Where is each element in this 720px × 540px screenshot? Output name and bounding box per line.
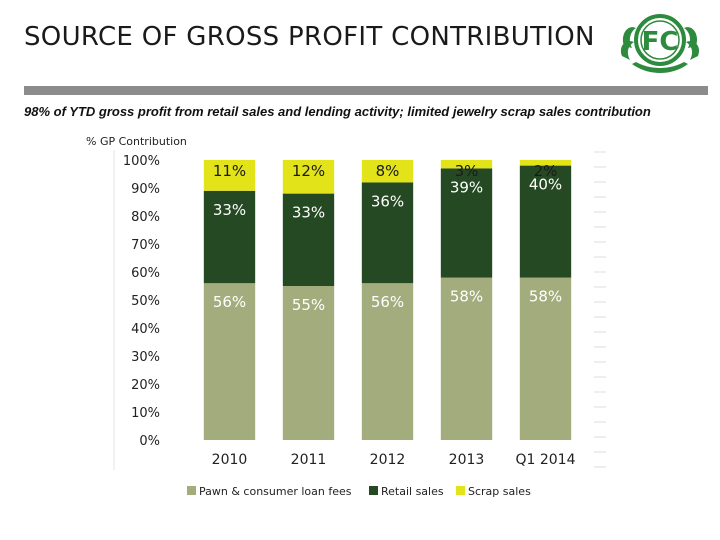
- legend-swatch: [369, 486, 378, 495]
- y-tick-label: 60%: [131, 266, 160, 281]
- x-tick-label: Q1 2014: [515, 452, 575, 468]
- bar-data-label: 56%: [371, 293, 404, 311]
- company-logo: FC: [620, 14, 700, 73]
- y-tick-label: 0%: [139, 434, 160, 449]
- bar-data-label: 33%: [213, 201, 246, 219]
- bar-data-label: 58%: [529, 288, 562, 306]
- bar-data-label: 33%: [292, 204, 325, 222]
- bar-segment: [282, 160, 335, 194]
- bar-data-label: 36%: [371, 192, 404, 210]
- x-tick-label: 2012: [370, 452, 406, 468]
- x-tick-label: 2010: [212, 452, 248, 468]
- bar-segment: [440, 277, 493, 440]
- x-tick-label: 2013: [449, 452, 485, 468]
- y-tick-label: 50%: [131, 294, 160, 309]
- bar-data-label: 3%: [455, 162, 479, 180]
- bar-segment: [361, 160, 414, 183]
- title-divider: [24, 86, 708, 95]
- bar-data-label: 58%: [450, 288, 483, 306]
- bar-segment: [519, 165, 572, 278]
- bar-segment: [361, 182, 414, 284]
- bar-data-label: 40%: [529, 176, 562, 194]
- legend-swatch: [456, 486, 465, 495]
- bar-segment: [519, 277, 572, 440]
- y-tick-label: 100%: [123, 154, 160, 169]
- bar-data-label: 8%: [376, 162, 400, 180]
- bar-data-label: 56%: [213, 293, 246, 311]
- slide-subtitle: 98% of YTD gross profit from retail sale…: [24, 104, 651, 119]
- logo-lettering: FC: [642, 27, 679, 57]
- bar-data-label: 12%: [292, 162, 325, 180]
- legend-swatch: [187, 486, 196, 495]
- legend-entry: Pawn & consumer loan fees: [199, 485, 352, 498]
- y-tick-label: 30%: [131, 350, 160, 365]
- bar-segment: [440, 160, 493, 169]
- legend-entry: Retail sales: [381, 485, 444, 498]
- y-tick-label: 10%: [131, 406, 160, 421]
- y-axis-title: % GP Contribution: [86, 135, 187, 148]
- bar-segment: [282, 286, 335, 440]
- bar-segment: [519, 160, 572, 166]
- bar-data-label: 39%: [450, 178, 483, 196]
- bar-data-label: 11%: [213, 162, 246, 180]
- bar-data-label: 2%: [534, 162, 558, 180]
- y-tick-label: 20%: [131, 378, 160, 393]
- y-tick-label: 80%: [131, 210, 160, 225]
- bar-segment: [440, 168, 493, 278]
- gross-profit-stacked-bar-chart: % GP Contribution 0% 10% 20% 30% 40% 50% 60% 70%…: [86, 135, 606, 498]
- bar-data-label: 55%: [292, 296, 325, 314]
- y-tick-label: 40%: [131, 322, 160, 337]
- bar-segment: [203, 160, 256, 191]
- bar-segment: [203, 283, 256, 440]
- y-tick-label: 70%: [131, 238, 160, 253]
- page-title: SOURCE OF GROSS PROFIT CONTRIBUTION: [24, 22, 595, 52]
- bar-segment: [203, 190, 256, 284]
- bar-segment: [282, 193, 335, 286]
- legend-entry: Scrap sales: [468, 485, 531, 498]
- bar-segment: [361, 283, 414, 440]
- x-tick-label: 2011: [291, 452, 327, 468]
- y-tick-label: 90%: [131, 182, 160, 197]
